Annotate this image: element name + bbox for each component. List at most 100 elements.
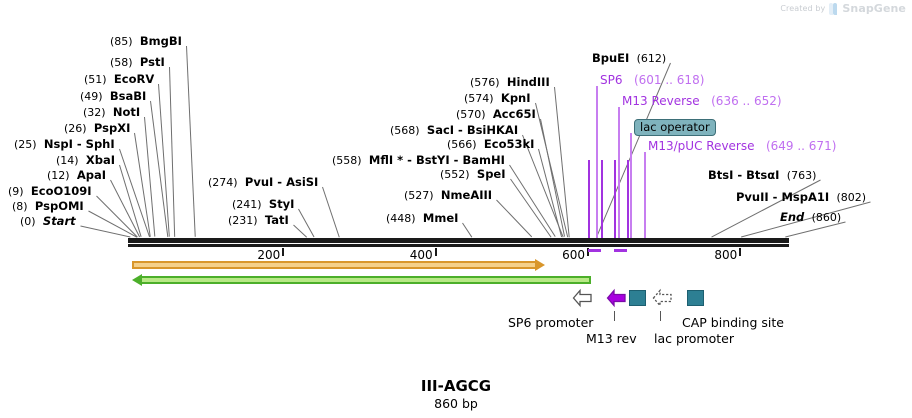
enzyme-label-bpuei[interactable]: BpuEI (612) <box>592 52 666 65</box>
sp6-bar-riser-left <box>587 160 590 238</box>
enzyme-position: (574) <box>464 92 494 105</box>
legend-label-cap-binding-site: CAP binding site <box>682 315 784 330</box>
legend-label-lac-promoter: lac promoter <box>654 331 734 346</box>
enzyme-position: (0) <box>20 215 36 228</box>
enzyme-name: MflI * - BstYI - BamHI <box>368 153 505 167</box>
leader-line-bmgbi <box>186 45 196 238</box>
leader-line-pvui <box>322 186 340 238</box>
enzyme-label-start[interactable]: (0) Start <box>20 215 76 228</box>
enzyme-position: (32) <box>83 106 106 119</box>
forward-orf-arrow-head <box>535 259 546 271</box>
enzyme-name: NmeAIII <box>440 188 493 202</box>
enzyme-name: PvuII - MspA1I <box>736 190 830 204</box>
feature-label-m13-reverse[interactable]: M13 Reverse (636 .. 652) <box>622 95 782 108</box>
leader-line-nmeaiii <box>496 199 533 238</box>
leader-line-xbai <box>119 164 142 238</box>
reverse-orf-arrow-body <box>140 276 591 284</box>
sequence-backbone-bottom <box>128 244 789 247</box>
enzyme-position: (558) <box>332 154 362 167</box>
enzyme-label-bsabi[interactable]: (49) BsaBI <box>80 90 146 103</box>
enzyme-label-pspxi[interactable]: (26) PspXI <box>64 122 130 135</box>
m13-reverse-bar-riser-right <box>626 160 629 238</box>
enzyme-name: PspOMI <box>34 199 84 213</box>
enzyme-label-psti[interactable]: (58) PstI <box>110 56 165 69</box>
enzyme-name: StyI <box>268 197 295 211</box>
sp6-promoter-arrow-left-icon <box>572 288 592 308</box>
enzyme-name: KpnI <box>500 91 531 105</box>
lac-operator-badge: lac operator <box>634 119 716 136</box>
enzyme-label-noti[interactable]: (32) NotI <box>83 106 140 119</box>
forward-orf-arrow[interactable] <box>131 259 546 271</box>
enzyme-position: (241) <box>232 198 262 211</box>
enzyme-name: SacI - BsiHKAI <box>426 123 519 137</box>
enzyme-position: (51) <box>84 73 107 86</box>
enzyme-label-eco53ki[interactable]: (566) Eco53kI <box>447 138 534 151</box>
legend-glyph-square[interactable] <box>628 288 650 308</box>
enzyme-name: EcoRV <box>113 72 155 86</box>
sequence-backbone-top <box>128 238 789 243</box>
enzyme-label-saci[interactable]: (568) SacI - BsiHKAI <box>390 124 518 137</box>
legend-glyph-m13-rev[interactable] <box>606 288 628 308</box>
feature-label-sp6[interactable]: SP6 (601 .. 618) <box>600 74 704 87</box>
enzyme-position: (568) <box>390 124 420 137</box>
enzyme-name: BsaBI <box>109 89 147 103</box>
enzyme-name: HindIII <box>506 75 550 89</box>
enzyme-position: (85) <box>110 35 133 48</box>
sequence-length: 860 bp <box>434 396 478 411</box>
enzyme-label-end[interactable]: End (860) <box>780 211 841 224</box>
enzyme-position: (860) <box>811 211 842 224</box>
m13-reverse-bar-riser-left <box>614 160 617 238</box>
enzyme-position: (26) <box>64 122 87 135</box>
feature-range: (601 .. 618) <box>633 73 705 87</box>
leader-line-tati <box>293 224 307 238</box>
enzyme-label-pspomi[interactable]: (8) PspOMI <box>12 200 84 213</box>
enzyme-position: (552) <box>440 168 470 181</box>
feature-label-m13-puc-reverse[interactable]: M13/pUC Reverse (649 .. 671) <box>648 140 836 153</box>
enzyme-label-acc65i[interactable]: (570) Acc65I <box>456 108 536 121</box>
lac-promoter-arrow-left-icon <box>652 288 672 308</box>
enzyme-label-styi[interactable]: (241) StyI <box>232 198 294 211</box>
legend-glyph-sp6-promoter[interactable] <box>572 288 594 308</box>
enzyme-label-btsi[interactable]: BtsI - BtsαI (763) <box>708 169 816 182</box>
sp6-bar <box>587 249 601 252</box>
feature-range: (649 .. 671) <box>765 139 837 153</box>
enzyme-name: Acc65I <box>492 107 536 121</box>
reverse-orf-arrow[interactable] <box>131 274 591 286</box>
leader-line-spei <box>510 178 552 238</box>
enzyme-label-mfli[interactable]: (558) MflI * - BstYI - BamHI <box>332 154 505 167</box>
enzyme-label-nmeaiii[interactable]: (527) NmeAIII <box>404 189 492 202</box>
enzyme-label-ecorv[interactable]: (51) EcoRV <box>84 73 154 86</box>
enzyme-label-xbai[interactable]: (14) XbaI <box>56 154 115 167</box>
enzyme-label-nspi[interactable]: (25) NspI - SphI <box>14 138 115 151</box>
feature-range: (636 .. 652) <box>711 94 782 108</box>
enzyme-label-bmgbi[interactable]: (85) BmgBI <box>110 35 182 48</box>
enzyme-label-apai[interactable]: (12) ApaI <box>47 169 106 182</box>
legend-tick-m13-rev <box>614 311 615 321</box>
legend-glyph-lac-promoter[interactable] <box>652 288 674 308</box>
enzyme-name: Eco53kI <box>483 137 535 151</box>
lac-operator-label[interactable]: lac operator <box>634 116 716 136</box>
enzyme-label-ecoo109i[interactable]: (9) EcoO109I <box>8 185 92 198</box>
legend-glyph-cap-binding-site[interactable] <box>686 288 708 308</box>
sp6-bar-riser-right <box>600 160 603 238</box>
legend-label-sp6-promoter: SP6 promoter <box>508 315 594 330</box>
leader-line-start <box>80 225 131 238</box>
enzyme-name: BmgBI <box>139 34 182 48</box>
enzyme-label-spei[interactable]: (552) SpeI <box>440 168 506 181</box>
reverse-orf-arrow-head <box>131 274 142 286</box>
enzyme-label-hindiii[interactable]: (576) HindIII <box>470 76 550 89</box>
enzyme-position: (566) <box>447 138 477 151</box>
enzyme-label-kpni[interactable]: (574) KpnI <box>464 92 531 105</box>
enzyme-label-pvuii[interactable]: PvuII - MspA1I (802) <box>736 191 866 204</box>
enzyme-name: PvuI - AsiSI <box>244 175 319 189</box>
enzyme-position: (763) <box>786 169 817 182</box>
snapgene-watermark: Created by SnapGene <box>780 2 906 15</box>
enzyme-position: (9) <box>8 185 24 198</box>
enzyme-label-pvui[interactable]: (274) PvuI - AsiSI <box>208 176 318 189</box>
watermark-brand: SnapGene <box>842 2 906 15</box>
enzyme-label-mmei[interactable]: (448) MmeI <box>386 212 458 225</box>
ruler-label-400: 400 <box>409 248 433 262</box>
enzyme-name: NspI - SphI <box>43 137 115 151</box>
enzyme-position: (58) <box>110 56 133 69</box>
enzyme-label-tati[interactable]: (231) TatI <box>228 214 289 227</box>
